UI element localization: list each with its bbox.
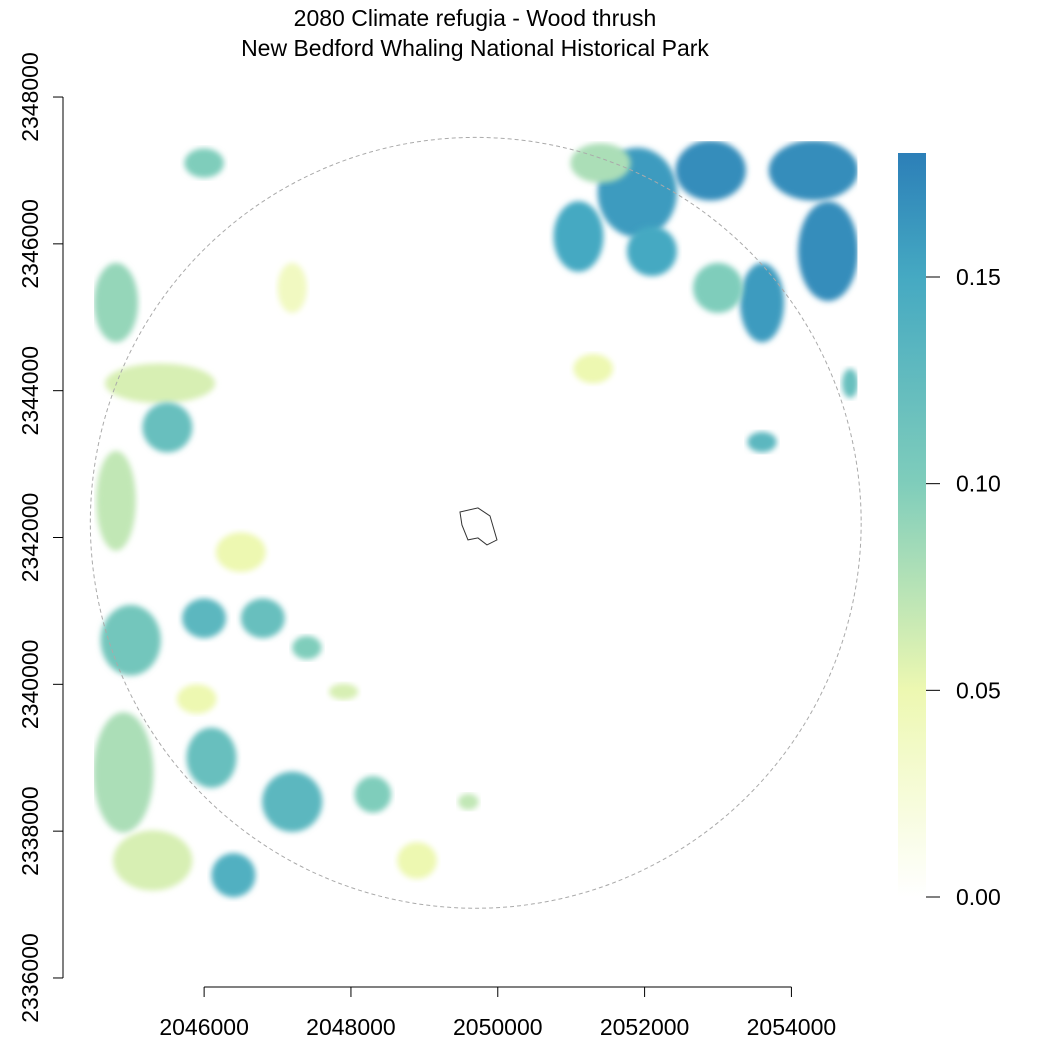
raster-patch <box>105 363 216 404</box>
raster-patch <box>626 226 677 277</box>
y-tick-label: 2344000 <box>17 346 43 436</box>
raster-patch <box>798 201 858 302</box>
x-tick-label: 2050000 <box>453 1014 543 1040</box>
raster-patch <box>176 684 217 714</box>
raster-patch <box>215 532 266 573</box>
raster-patch <box>184 148 224 178</box>
raster-patch <box>182 598 227 639</box>
raster-patch <box>740 262 785 343</box>
y-tick-label: 2338000 <box>17 786 43 876</box>
raster-patch <box>262 771 323 832</box>
x-tick-label: 2052000 <box>600 1014 690 1040</box>
y-tick-label: 2342000 <box>17 493 43 583</box>
raster-patch <box>94 712 154 833</box>
colorbar <box>898 153 926 897</box>
raster <box>94 141 858 898</box>
raster-patch <box>397 842 437 879</box>
raster-patch <box>100 605 161 676</box>
x-tick-label: 2054000 <box>747 1014 837 1040</box>
park-outline <box>459 507 498 546</box>
colorbar-tick-label: 0.15 <box>956 264 1001 290</box>
raster-patch <box>573 353 614 384</box>
raster-patch <box>768 141 858 201</box>
raster-patch <box>292 635 322 660</box>
raster-patch <box>354 776 392 813</box>
raster-patch <box>240 598 285 639</box>
colorbar-tick-label: 0.05 <box>956 677 1001 703</box>
raster-patch <box>186 727 237 788</box>
raster-patch <box>553 201 604 272</box>
raster-patch <box>458 793 479 810</box>
raster-patch <box>328 683 359 700</box>
colorbar-tick-label: 0.00 <box>956 884 1001 910</box>
raster-patch <box>693 262 743 313</box>
y-tick-label: 2340000 <box>17 640 43 730</box>
raster-patch <box>113 830 193 891</box>
y-tick-label: 2346000 <box>17 199 43 289</box>
raster-patch <box>96 450 136 551</box>
raster-patch <box>277 262 307 313</box>
raster-patch <box>842 368 858 399</box>
raster-patch <box>570 143 631 183</box>
y-tick-label: 2348000 <box>17 52 43 142</box>
raster-patch <box>675 141 746 201</box>
buffer-outline <box>89 136 862 909</box>
raster-patch <box>142 402 193 453</box>
raster-patch <box>747 431 777 453</box>
x-tick-label: 2046000 <box>159 1014 249 1040</box>
chart-subtitle: New Bedford Whaling National Historical … <box>241 35 709 61</box>
chart-title: 2080 Climate refugia - Wood thrush <box>294 5 657 31</box>
colorbar-tick-label: 0.10 <box>956 471 1001 497</box>
y-tick-label: 2336000 <box>17 933 43 1023</box>
raster-patch <box>211 853 256 898</box>
raster-patch <box>94 262 139 343</box>
x-tick-label: 2048000 <box>306 1014 396 1040</box>
